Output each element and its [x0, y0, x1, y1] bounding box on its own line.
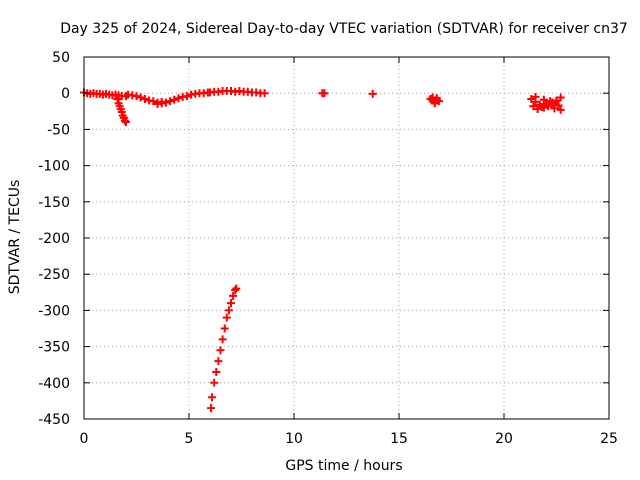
data-point [208, 393, 217, 402]
data-point [231, 286, 240, 295]
x-tick-label: 20 [495, 431, 513, 447]
series-seg-2h-dip [113, 94, 130, 127]
data-point [161, 98, 170, 107]
data-point [227, 299, 235, 308]
data-point [166, 97, 175, 106]
x-tick-label: 25 [600, 431, 618, 447]
data-point [548, 98, 557, 107]
y-tick-label: 50 [52, 50, 70, 66]
series-cluster-22h [527, 92, 565, 114]
y-tick-label: -350 [38, 340, 70, 356]
data-point [122, 118, 130, 127]
y-tick-label: 0 [61, 86, 70, 102]
axis-ticks [83, 56, 610, 420]
data-point [531, 92, 540, 101]
data-point [182, 92, 191, 101]
data-point [229, 291, 238, 300]
data-point [320, 89, 329, 98]
x-tick-label: 5 [185, 431, 194, 447]
y-tick-label: -150 [38, 195, 70, 211]
data-point [533, 105, 542, 114]
y-axis-label: SDTVAR / TECUs [7, 180, 23, 295]
y-tick-label: -200 [38, 231, 70, 247]
data-point [113, 94, 122, 103]
data-point [216, 346, 225, 355]
data-point [527, 94, 536, 103]
y-tick-label: -400 [38, 376, 70, 392]
data-point [224, 306, 233, 315]
x-tick-label: 0 [80, 431, 89, 447]
x-tick-labels: 0 5 10 15 20 25 [80, 431, 618, 447]
data-point [542, 100, 550, 109]
y-tick-label: -300 [38, 303, 70, 319]
data-point [432, 94, 441, 103]
data-point [260, 89, 269, 98]
data-point [214, 357, 223, 366]
data-point [212, 367, 221, 376]
data-point [136, 93, 145, 102]
series-steep-line [207, 284, 241, 413]
data-point [220, 324, 229, 333]
data-point [430, 99, 439, 108]
y-tick-label: -450 [38, 412, 70, 428]
data-point [550, 104, 559, 113]
x-tick-label: 15 [390, 431, 408, 447]
x-tick-label: 10 [285, 431, 303, 447]
data-point [170, 95, 179, 104]
data-points [80, 87, 565, 413]
data-point [140, 94, 149, 103]
series-seg-6-8.5h [206, 87, 269, 98]
data-point [556, 105, 565, 114]
data-point [149, 97, 158, 106]
y-tick-label: -50 [47, 122, 70, 138]
data-point [537, 102, 546, 111]
series-isolated-11.4h [318, 89, 329, 98]
series-cluster-16.7h [426, 93, 443, 108]
data-point [529, 102, 538, 111]
data-point [120, 116, 129, 125]
data-point [368, 89, 377, 98]
data-point [554, 101, 563, 110]
y-tick-labels: 50 0 -50 -100 -150 -200 -250 -300 -350 -400 -450 [38, 50, 70, 428]
data-point [222, 313, 231, 322]
data-point [539, 95, 548, 104]
data-point [232, 284, 241, 293]
x-axis-label: GPS time / hours [285, 458, 402, 474]
data-point [207, 404, 216, 413]
series-seg-3.5-5h [153, 88, 212, 109]
data-point [210, 378, 219, 387]
chart-title: Day 325 of 2024, Sidereal Day-to-day VTE… [60, 21, 628, 37]
y-tick-label: -250 [38, 267, 70, 283]
data-point [174, 94, 183, 103]
grid-lines [84, 57, 609, 419]
y-tick-label: -100 [38, 159, 70, 175]
data-point [132, 92, 141, 101]
series-isolated-13.7h [368, 89, 377, 98]
data-point [556, 93, 565, 102]
data-point [218, 335, 227, 344]
